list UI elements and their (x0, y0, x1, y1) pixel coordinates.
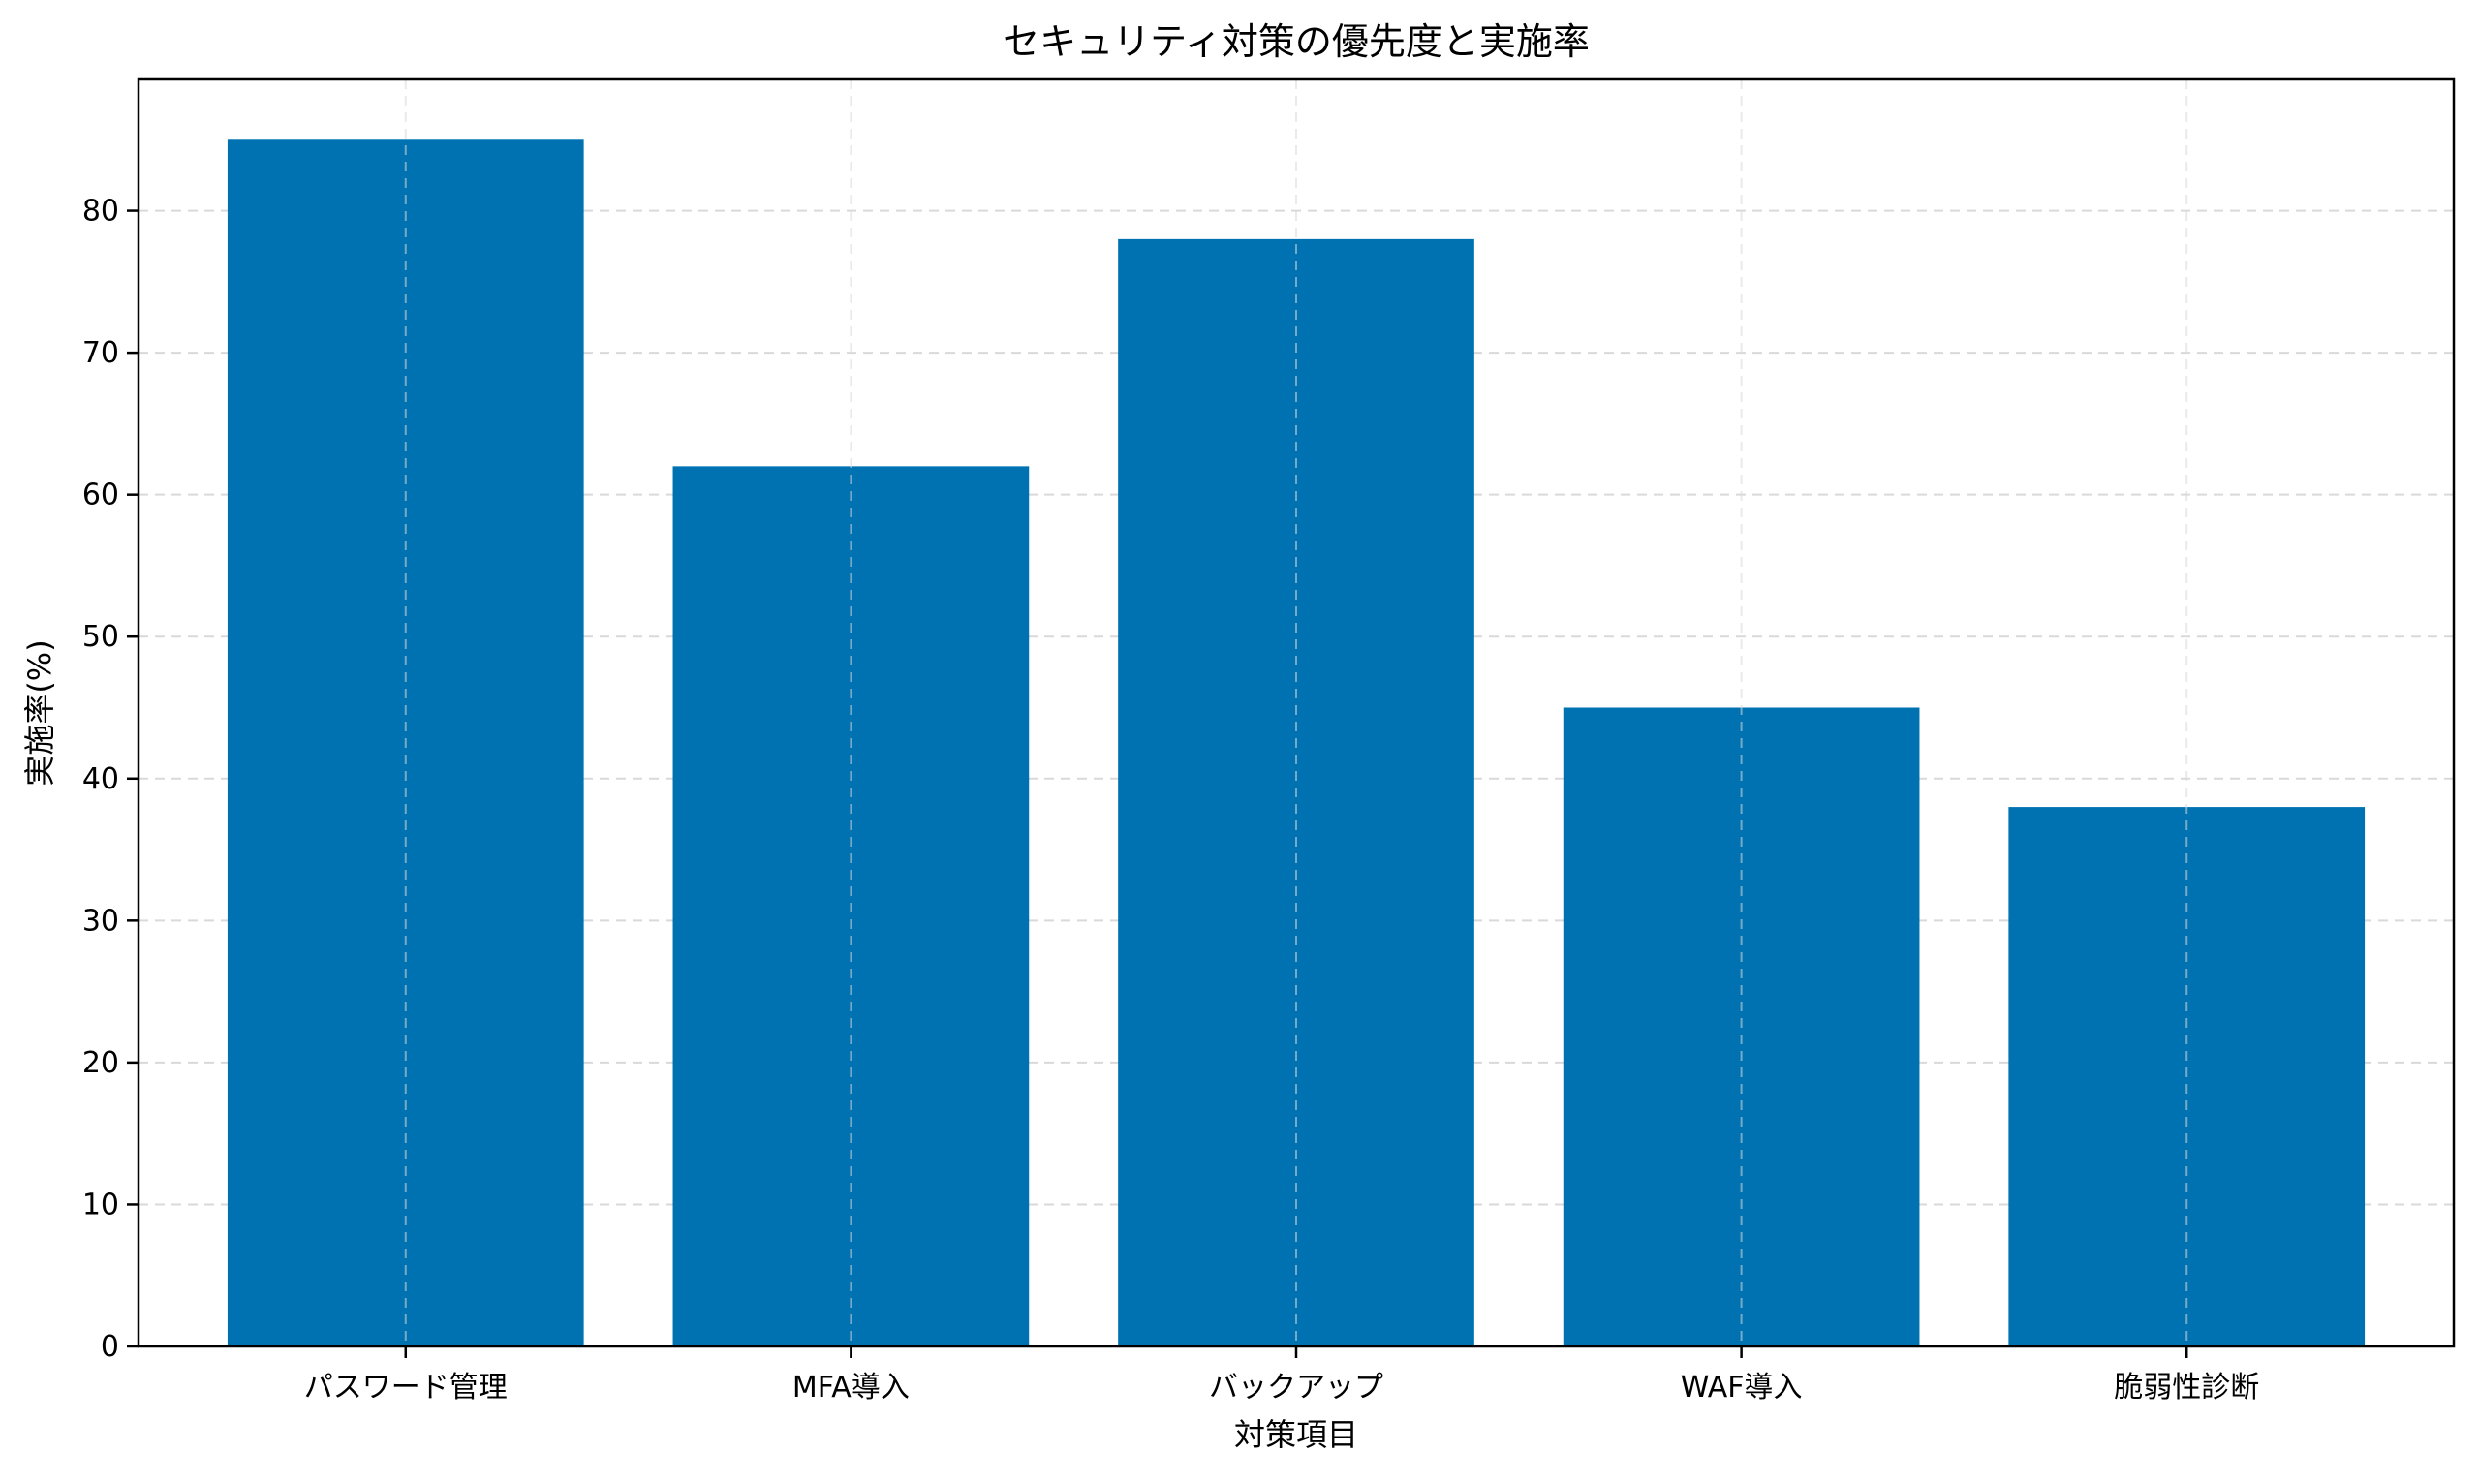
x-axis: パスワード管理 MFA導入 バックアップ WAF導入 脆弱性診断 (304, 1346, 2259, 1405)
y-axis-label: 実施率(%) (21, 639, 58, 786)
y-tick-label: 50 (82, 620, 119, 654)
y-tick-label: 30 (82, 904, 119, 938)
y-tick-label: 80 (82, 195, 119, 229)
bars (227, 79, 2366, 1347)
x-tick-label: パスワード管理 (304, 1371, 508, 1405)
x-axis-label: 対策項目 (1234, 1416, 1358, 1453)
chart-title: セキュリティ対策の優先度と実施率 (1003, 20, 1590, 63)
y-tick-label: 40 (82, 762, 119, 796)
x-tick-label: WAF導入 (1681, 1371, 1803, 1405)
y-tick-label: 20 (82, 1046, 119, 1080)
y-tick-label: 10 (82, 1188, 119, 1221)
y-tick-label: 60 (82, 479, 119, 512)
y-tick-label: 0 (101, 1330, 119, 1364)
y-axis: 0 10 20 30 40 50 60 70 80 (82, 195, 139, 1364)
x-tick-label: MFA導入 (792, 1371, 910, 1405)
x-tick-label: バックアップ (1209, 1371, 1383, 1405)
y-tick-label: 70 (82, 336, 119, 370)
x-tick-label: 脆弱性診断 (2114, 1371, 2259, 1405)
